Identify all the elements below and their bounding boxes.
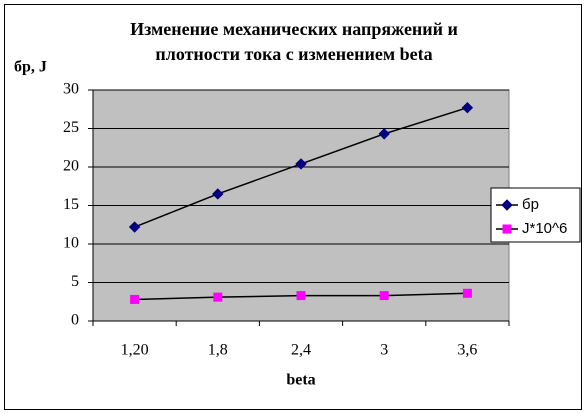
data-point [378, 128, 390, 140]
legend-label: бр [522, 196, 539, 213]
y-tick-label: 15 [63, 196, 79, 213]
x-tick-label: 1,20 [121, 342, 149, 359]
x-tick-label: 2,4 [291, 342, 311, 359]
data-point [462, 288, 472, 298]
y-tick-label: 0 [71, 312, 79, 329]
data-point [296, 291, 306, 301]
legend-marker [502, 224, 512, 234]
data-point [295, 158, 307, 170]
y-tick-label: 5 [71, 273, 79, 290]
data-point [128, 221, 141, 233]
y-axis-label: бр, J [14, 59, 47, 76]
chart-title: Изменение механических напряжений и [130, 19, 458, 39]
data-point [130, 294, 140, 304]
x-tick-label: 1,8 [208, 342, 228, 359]
legend-label: J*10^6 [522, 220, 567, 237]
chart-title: плотности тока с изменением beta [155, 44, 432, 64]
y-tick-label: 30 [63, 81, 79, 98]
data-point [213, 292, 223, 302]
data-point [379, 291, 389, 301]
y-tick-label: 20 [63, 158, 79, 175]
x-axis-label: beta [286, 372, 315, 389]
y-tick-label: 10 [63, 235, 79, 252]
y-tick-label: 25 [63, 119, 79, 136]
legend-marker [501, 199, 513, 211]
x-tick-label: 3,6 [457, 342, 477, 359]
data-point [212, 188, 224, 200]
data-point [461, 102, 474, 114]
x-tick-label: 3 [380, 342, 388, 359]
